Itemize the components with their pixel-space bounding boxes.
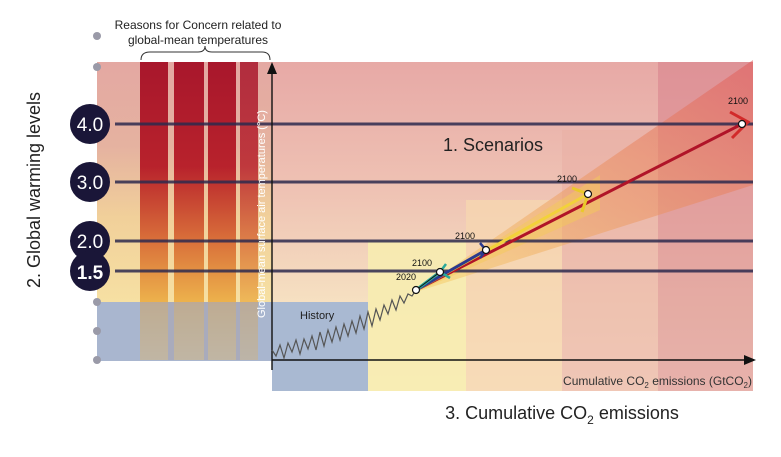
emissions-axis-label: Cumulative CO2 emissions (GtCO2) (563, 374, 752, 390)
scenario-4-marker (729, 110, 751, 140)
temperature-axis-label: Global-mean surface air temperatures (°C… (256, 110, 268, 318)
rfc-title-line2: global-mean temperatures (128, 33, 268, 47)
year-label-s1: 2100 (412, 258, 432, 268)
scenario-trajectories (411, 110, 751, 295)
warming-level-lines (115, 122, 753, 273)
scenario-2-endpoint (481, 245, 491, 255)
scenarios-label: 1. Scenarios (443, 135, 543, 155)
gw-level-label: 4.0 (77, 115, 103, 136)
year-label-s2: 2100 (455, 231, 475, 241)
year-label-s4: 2100 (728, 96, 748, 106)
rfc-bracket (140, 45, 271, 61)
start-point (411, 285, 421, 295)
rfc-panel (97, 62, 273, 361)
scenario-4-line (415, 122, 743, 292)
scenario-panel (272, 60, 753, 391)
gw-level-2: 2.0 (70, 221, 110, 261)
gw-level-label: 1.5 (77, 263, 104, 284)
rfc-title-line1: Reasons for Concern related to (115, 18, 282, 32)
year-label-2020: 2020 (396, 272, 416, 282)
gw-axis-label: 2. Global warming levels (24, 92, 44, 288)
year-label-s3: 2100 (557, 174, 577, 184)
rfc-bar-4 (240, 62, 258, 360)
gw-level-label: 2.0 (77, 232, 103, 253)
history-region (272, 302, 368, 391)
scenario-4-endpoint (737, 119, 747, 129)
scenario-1-endpoint (435, 267, 445, 277)
bottom-title: 3. Cumulative CO2 emissions (445, 403, 679, 427)
gw-level-1-5: 1.5 (70, 251, 110, 291)
uncertainty-cone (416, 60, 753, 292)
gw-level-3: 3.0 (70, 162, 110, 202)
gw-level-4: 4.0 (70, 104, 110, 144)
history-label: History (300, 310, 335, 322)
history-line (271, 289, 417, 361)
scenario-3-endpoint (583, 189, 593, 199)
scenario-2-line (415, 248, 487, 292)
gw-level-label: 3.0 (77, 173, 103, 194)
